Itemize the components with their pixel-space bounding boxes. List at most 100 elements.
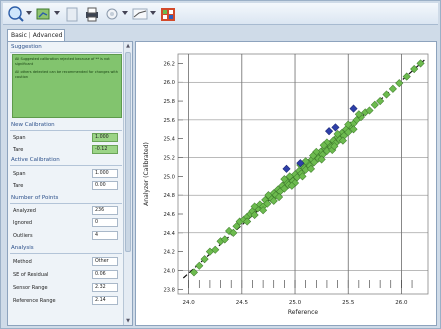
data-point <box>220 235 229 244</box>
settings-icon[interactable] <box>103 5 121 23</box>
sensor-range-field[interactable]: 2.32 <box>92 283 118 292</box>
toolbar <box>3 3 438 25</box>
outlier-point <box>325 127 334 136</box>
data-point <box>330 142 339 151</box>
data-point <box>301 165 310 174</box>
outlier-point <box>349 104 358 113</box>
span-field[interactable]: 1.000 <box>92 133 118 142</box>
divider <box>10 165 122 166</box>
field-label: Reference Range <box>13 298 56 304</box>
data-point <box>382 90 391 99</box>
outlier-point <box>331 123 340 132</box>
x-tick-label: 24.5 <box>236 300 249 306</box>
chevron-down-icon[interactable] <box>122 11 128 15</box>
data-point <box>338 136 347 145</box>
y-axis-label: Analyzer (Calibrated) <box>143 142 150 206</box>
data-point <box>250 202 259 211</box>
scrollbar[interactable]: ▲ ▼ <box>123 42 132 325</box>
y-tick-label: 24.0 <box>163 268 175 274</box>
y-tick-label: 26.0 <box>163 80 175 86</box>
data-point <box>285 172 294 181</box>
divider <box>10 130 122 131</box>
line-chart-icon[interactable] <box>131 5 149 23</box>
data-point <box>189 268 198 277</box>
calibration-panel: ▲ ▼ Suggestion All Suggested calibration… <box>7 41 133 326</box>
y-tick-label: 23.8 <box>163 287 175 293</box>
chevron-down-icon[interactable] <box>54 11 60 15</box>
field-label: Outliers <box>13 233 33 239</box>
outlier-point <box>282 164 291 173</box>
y-tick-label: 25.2 <box>163 156 175 162</box>
data-point <box>365 106 374 115</box>
data-point <box>280 175 289 184</box>
reference-range-field[interactable]: 2.14 <box>92 296 118 305</box>
document-icon[interactable] <box>63 5 81 23</box>
data-point <box>293 173 302 182</box>
field-label: Span <box>13 171 26 177</box>
data-point <box>259 206 268 215</box>
data-point <box>264 191 273 200</box>
data-point <box>275 193 284 202</box>
outliers-field[interactable]: 4 <box>92 231 118 240</box>
y-tick-label: 24.4 <box>163 231 175 237</box>
suggestion-text: All others detected can be recommended f… <box>15 70 118 79</box>
data-point <box>306 164 316 173</box>
field-label: Sensor Range <box>13 285 48 291</box>
ignored-field[interactable]: 0 <box>92 218 118 227</box>
se-residual-field[interactable]: 0.06 <box>92 270 118 279</box>
section-title: Number of Points <box>11 195 59 201</box>
data-point <box>195 261 204 270</box>
tab-strip: Basic | Advanced <box>7 28 127 42</box>
chart-panel: 24.0 24.5 25.0 25.5 26.0 23.8 24.0 24.2 24.4 24.6… <box>135 41 437 326</box>
tab-basic[interactable]: Basic | Advanced <box>7 29 65 42</box>
y-tick-label: 24.8 <box>163 193 175 199</box>
data-point <box>309 151 318 160</box>
scatter-chart[interactable]: 24.0 24.5 25.0 25.5 26.0 23.8 24.0 24.2 24.4 24.6… <box>136 42 436 325</box>
chevron-down-icon[interactable] <box>26 11 32 15</box>
print-icon[interactable] <box>83 5 101 23</box>
tare-field[interactable]: -0.12 <box>92 145 118 154</box>
y-tick-label: 24.6 <box>163 212 175 218</box>
data-point <box>211 245 220 254</box>
data-point <box>229 228 238 237</box>
zoom-icon[interactable] <box>7 5 25 23</box>
x-tick-label: 26.0 <box>395 300 408 306</box>
method-field[interactable]: Other <box>92 257 118 266</box>
data-point <box>317 155 326 164</box>
scroll-thumb[interactable] <box>125 52 131 252</box>
data-point <box>416 59 425 68</box>
section-title: Active Calibration <box>11 157 60 163</box>
y-tick-label: 25.4 <box>163 137 175 143</box>
y-tick-label: 24.2 <box>163 250 175 256</box>
x-tick-label: 24.0 <box>183 300 196 306</box>
data-point <box>349 125 358 134</box>
data-point <box>344 128 353 137</box>
divider <box>10 203 122 204</box>
data-point <box>395 79 404 88</box>
chevron-down-icon[interactable] <box>150 11 156 15</box>
y-tick-label: 26.2 <box>163 61 175 67</box>
data-point <box>287 181 296 190</box>
outlier-point <box>296 159 305 168</box>
data-point <box>269 196 278 205</box>
data-point <box>410 65 419 74</box>
field-label: Tare <box>13 147 24 153</box>
scroll-down-icon[interactable]: ▼ <box>126 318 130 324</box>
data-point <box>319 141 328 150</box>
y-tick-label: 25.6 <box>163 118 175 124</box>
scroll-up-icon[interactable]: ▲ <box>126 43 130 49</box>
section-title: Suggestion <box>11 44 42 50</box>
data-point <box>322 146 331 155</box>
tare-field[interactable]: 0.00 <box>92 181 118 190</box>
analyzed-field[interactable]: 236 <box>92 206 118 215</box>
x-axis-label: Reference <box>288 309 319 316</box>
export-icon[interactable] <box>159 5 177 23</box>
chart-settings-icon[interactable] <box>35 5 53 23</box>
data-point <box>354 110 363 119</box>
data-point <box>243 217 252 226</box>
field-label: Span <box>13 135 26 141</box>
tab-label: | <box>26 32 33 39</box>
data-point <box>263 199 272 208</box>
span-field[interactable]: 1.000 <box>92 169 118 178</box>
